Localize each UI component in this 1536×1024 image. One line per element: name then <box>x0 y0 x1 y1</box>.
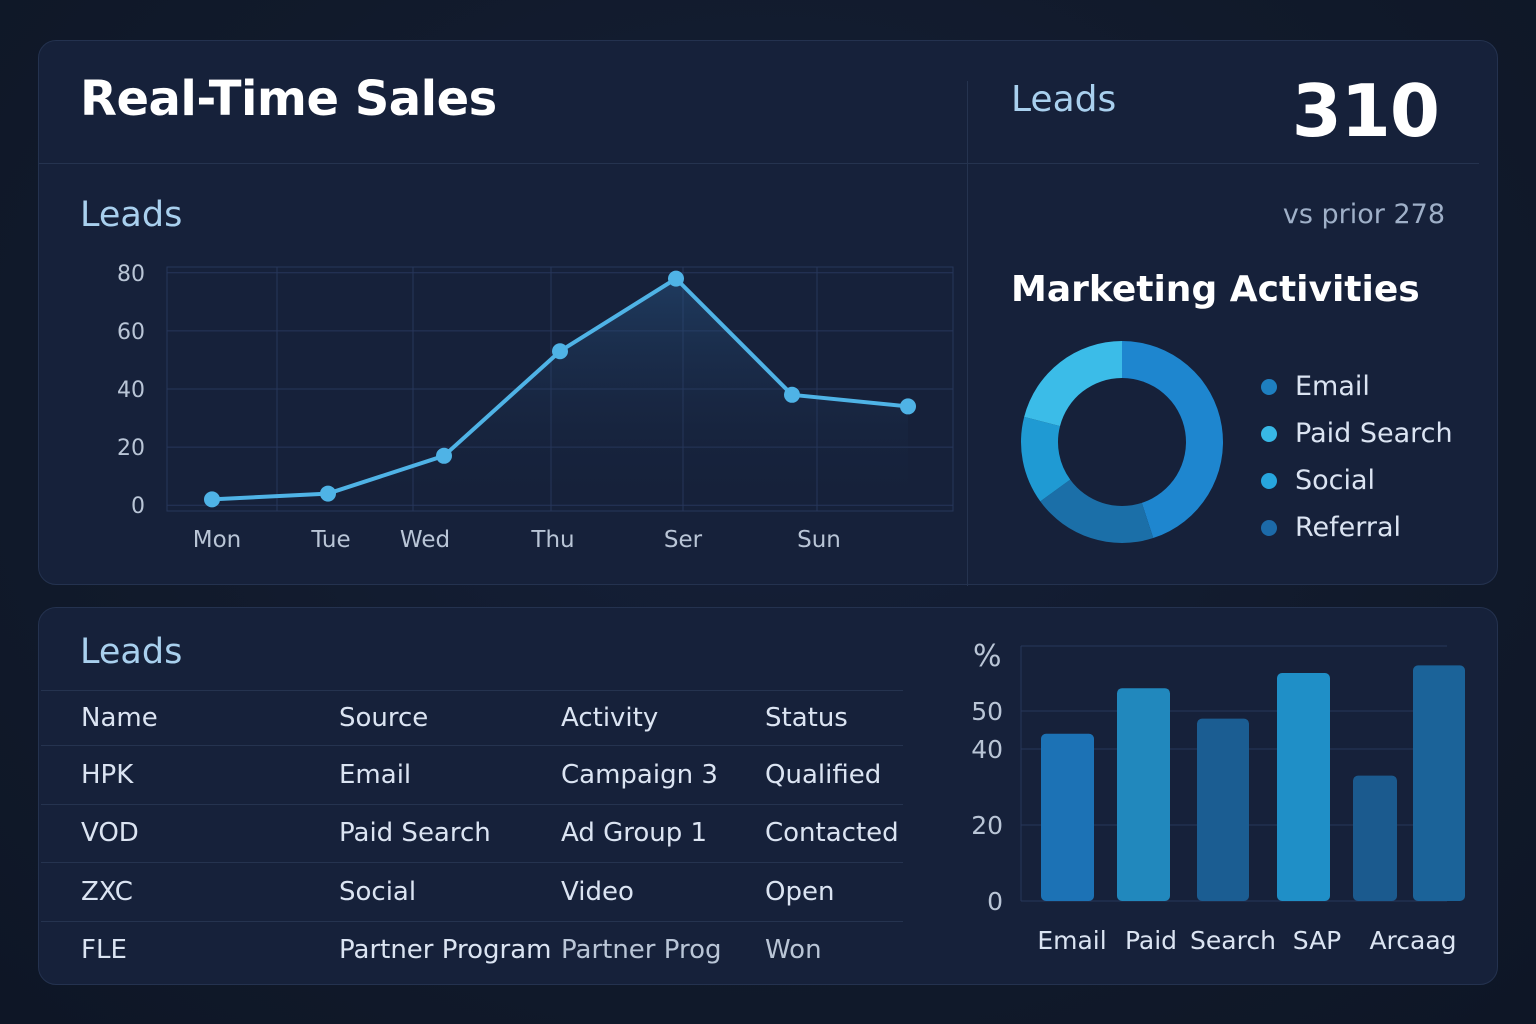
donut-slice <box>1040 479 1154 543</box>
x-tick-label: Arcaag <box>1369 926 1456 955</box>
bar <box>1117 688 1170 901</box>
legend-item-social: Social <box>1261 457 1453 504</box>
y-tick-label: 80 <box>117 262 145 287</box>
legend-dot-icon <box>1261 425 1277 442</box>
line-point <box>900 398 916 415</box>
line-point <box>204 491 220 508</box>
table-row[interactable]: HPK Email Campaign 3 Qualified <box>41 746 903 805</box>
kpi-prior-value: vs prior 278 <box>1282 199 1445 230</box>
x-tick-label: SAP <box>1293 926 1342 955</box>
cell-status: Won <box>765 935 822 966</box>
cell-source: Social <box>339 876 417 907</box>
donut-slice <box>1024 341 1122 427</box>
x-tick-label: Thu <box>530 527 574 553</box>
legend-label: Paid Search <box>1295 418 1453 449</box>
y-tick-label: 60 <box>117 320 145 345</box>
donut-slice <box>1122 341 1223 539</box>
bar <box>1413 665 1465 901</box>
y-tick-label: 0 <box>987 887 1003 916</box>
y-tick-label: 20 <box>117 436 145 461</box>
cell-activity: Video <box>561 876 634 907</box>
donut-slice <box>1021 416 1071 502</box>
column-header-source[interactable]: Source <box>339 703 429 733</box>
bottom-panel: Leads Name Source Activity Status HPK Em… <box>38 607 1498 985</box>
column-header-status[interactable]: Status <box>765 703 848 733</box>
line-point <box>436 447 452 464</box>
y-tick-label: 0 <box>131 494 145 519</box>
y-tick-label: 50 <box>971 697 1003 726</box>
x-tick-label: Wed <box>400 527 450 553</box>
cell-status: Contacted <box>765 818 899 849</box>
line-point <box>668 270 684 287</box>
legend-item-paid-search: Paid Search <box>1261 410 1453 457</box>
line-point <box>320 485 336 502</box>
cell-activity: Partner Prog <box>561 935 722 966</box>
header-divider <box>39 163 1479 164</box>
x-tick-label: Email <box>1037 926 1106 955</box>
page-title: Real-Time Sales <box>80 71 497 127</box>
table-row[interactable]: ZXC Social Video Open <box>41 863 903 922</box>
cell-activity: Ad Group 1 <box>561 818 708 849</box>
cell-name: ZXC <box>81 876 133 907</box>
line-point <box>784 386 800 403</box>
x-tick-label: Ser <box>664 527 703 553</box>
panel-vertical-divider <box>967 81 968 586</box>
bar <box>1041 733 1094 901</box>
leads-table: Name Source Activity Status HPK Email Ca… <box>41 690 903 979</box>
cell-activity: Campaign 3 <box>561 759 718 790</box>
x-tick-label: Paid <box>1125 926 1177 955</box>
bar <box>1277 673 1330 901</box>
legend-dot-icon <box>1261 519 1277 536</box>
legend-dot-icon <box>1261 378 1277 395</box>
x-tick-label: Search <box>1190 926 1276 955</box>
leads-table-title: Leads <box>80 632 183 672</box>
table-row[interactable]: VOD Paid Search Ad Group 1 Contacted <box>41 805 903 863</box>
cell-name: HPK <box>81 759 134 790</box>
line-point <box>552 343 568 360</box>
table-row[interactable]: FLE Partner Program Partner Prog Won <box>41 922 903 980</box>
bar <box>1197 718 1249 901</box>
kpi-value: 310 <box>1291 69 1440 153</box>
legend-label: Social <box>1295 465 1376 496</box>
legend-label: Referral <box>1295 512 1402 543</box>
percent-bar-chart: % 0 20 40 50 Email Paid Search SAP Arcaag <box>971 639 1465 955</box>
y-tick-label: 20 <box>971 811 1003 840</box>
cell-name: FLE <box>81 935 127 966</box>
column-header-name[interactable]: Name <box>81 703 158 733</box>
x-tick-label: Mon <box>193 527 242 553</box>
cell-status: Open <box>765 876 835 907</box>
x-tick-label: Tue <box>310 527 350 553</box>
marketing-donut-chart <box>1021 341 1223 543</box>
kpi-label: Leads <box>1011 79 1117 120</box>
column-header-activity[interactable]: Activity <box>561 703 659 733</box>
legend-dot-icon <box>1261 472 1277 489</box>
top-panel: Real-Time Sales Leads 310 vs prior 278 L… <box>38 40 1498 586</box>
cell-status: Qualified <box>765 759 882 790</box>
cell-source: Partner Program <box>339 935 552 966</box>
y-tick-label: 40 <box>117 378 145 403</box>
x-tick-label: Sun <box>797 527 841 553</box>
table-header-row: Name Source Activity Status <box>41 690 903 746</box>
legend-item-referral: Referral <box>1261 504 1453 551</box>
line-chart-title: Leads <box>80 195 183 235</box>
y-tick-label: 40 <box>971 735 1003 764</box>
cell-source: Paid Search <box>339 818 491 849</box>
legend-label: Email <box>1295 371 1370 402</box>
y-axis-unit-label: % <box>973 639 1002 674</box>
legend-item-email: Email <box>1261 363 1453 410</box>
cell-name: VOD <box>81 818 139 849</box>
marketing-activities-title: Marketing Activities <box>1011 269 1420 310</box>
donut-legend: Email Paid Search Social Referral <box>1261 363 1453 551</box>
bar <box>1353 775 1397 901</box>
leads-line-chart: 0 20 40 60 80 Mon Tue Wed Thu Ser Sun <box>117 262 954 553</box>
cell-source: Email <box>339 759 412 790</box>
